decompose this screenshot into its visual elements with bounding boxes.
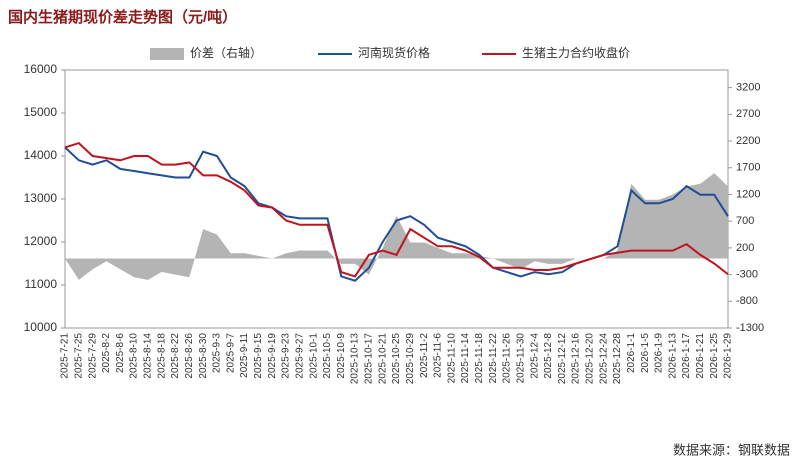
x-tick-label: 2025-11-14 <box>460 333 471 384</box>
x-tick-label: 2025-10-17 <box>364 333 375 385</box>
legend-label: 生猪主力合约收盘价 <box>522 45 630 60</box>
x-tick-label: 2025-10-25 <box>391 333 402 385</box>
y2-tick-label: 700 <box>736 215 754 227</box>
y-tick-label: 14000 <box>24 148 58 162</box>
x-tick-label: 2025-10-29 <box>405 333 416 385</box>
legend-label: 河南现货价格 <box>358 45 430 60</box>
x-tick-label: 2025-9-15 <box>253 333 264 379</box>
x-tick-label: 2025-12-12 <box>557 333 568 385</box>
y-tick-label: 10000 <box>24 320 58 334</box>
y2-tick-label: 200 <box>736 242 754 254</box>
x-tick-label: 2025-8-30 <box>198 333 209 379</box>
y2-tick-label: -1300 <box>736 322 764 334</box>
x-tick-label: 2025-8-26 <box>184 333 195 379</box>
x-tick-label: 2025-11-2 <box>419 333 430 378</box>
x-tick-label: 2025-9-3 <box>212 333 223 373</box>
x-tick-label: 2025-9-19 <box>267 333 278 379</box>
x-tick-label: 2025-8-22 <box>170 333 181 379</box>
y2-tick-label: -800 <box>736 295 758 307</box>
x-tick-label: 2025-7-25 <box>73 333 84 379</box>
x-tick-label: 2025-8-6 <box>115 333 126 373</box>
x-tick-label: 2025-10-5 <box>322 333 333 379</box>
x-tick-label: 2025-7-21 <box>60 333 71 379</box>
spread-area <box>65 173 728 280</box>
x-tick-label: 2025-12-24 <box>598 333 609 385</box>
legend-swatch <box>150 48 184 60</box>
x-tick-label: 2025-10-1 <box>308 333 319 379</box>
y2-tick-label: 2700 <box>736 108 760 120</box>
y-tick-label: 11000 <box>25 277 58 291</box>
x-tick-label: 2025-9-27 <box>294 333 305 379</box>
source-note: 数据来源：钢联数据 <box>673 442 790 457</box>
x-tick-label: 2025-12-4 <box>529 333 540 379</box>
x-tick-label: 2025-11-6 <box>433 333 444 378</box>
x-tick-label: 2025-12-8 <box>543 333 554 379</box>
x-tick-label: 2025-10-9 <box>336 333 347 379</box>
x-tick-label: 2025-11-22 <box>488 333 499 384</box>
x-tick-label: 2026-1-9 <box>654 333 665 373</box>
price-line <box>64 146 729 282</box>
x-tick-label: 2025-11-30 <box>515 333 526 384</box>
x-tick-label: 2026-1-5 <box>640 333 651 373</box>
y2-tick-label: -300 <box>736 268 758 280</box>
y2-tick-label: 1700 <box>736 162 760 174</box>
x-tick-label: 2025-9-23 <box>281 333 292 379</box>
x-tick-label: 2025-8-2 <box>101 333 112 373</box>
price-line <box>64 141 729 278</box>
y2-tick-label: 2200 <box>736 135 760 147</box>
x-tick-label: 2025-8-18 <box>156 333 167 379</box>
x-tick-label: 2025-12-20 <box>585 333 596 385</box>
x-tick-label: 2025-12-28 <box>612 333 623 385</box>
x-tick-label: 2025-12-16 <box>571 333 582 385</box>
y-tick-label: 12000 <box>24 234 58 248</box>
y2-tick-label: 1200 <box>736 188 760 200</box>
x-tick-label: 2025-10-21 <box>377 333 388 385</box>
x-tick-label: 2025-8-10 <box>129 333 140 379</box>
x-tick-label: 2026-1-29 <box>723 333 734 379</box>
x-tick-label: 2025-7-29 <box>87 333 98 379</box>
y-tick-label: 15000 <box>24 105 58 119</box>
y-tick-label: 13000 <box>24 191 58 205</box>
x-tick-label: 2025-10-13 <box>350 333 361 385</box>
legend-label: 价差（右轴） <box>190 45 262 60</box>
x-tick-label: 2026-1-25 <box>709 333 720 379</box>
x-tick-label: 2025-11-10 <box>446 333 457 384</box>
x-tick-label: 2025-8-14 <box>143 333 154 379</box>
x-tick-label: 2025-9-11 <box>239 333 250 378</box>
x-tick-label: 2026-1-21 <box>695 333 706 379</box>
x-tick-label: 2025-11-26 <box>502 333 513 384</box>
y2-tick-label: 3200 <box>736 82 760 94</box>
y-tick-label: 16000 <box>24 62 58 76</box>
x-tick-label: 2025-9-7 <box>225 333 236 373</box>
x-tick-label: 2025-11-18 <box>474 333 485 384</box>
x-tick-label: 2026-1-1 <box>626 333 637 373</box>
x-tick-label: 2026-1-17 <box>681 333 692 379</box>
x-tick-label: 2026-1-13 <box>667 333 678 379</box>
chart-title: 国内生猪期现价差走势图（元/吨） <box>8 8 237 26</box>
